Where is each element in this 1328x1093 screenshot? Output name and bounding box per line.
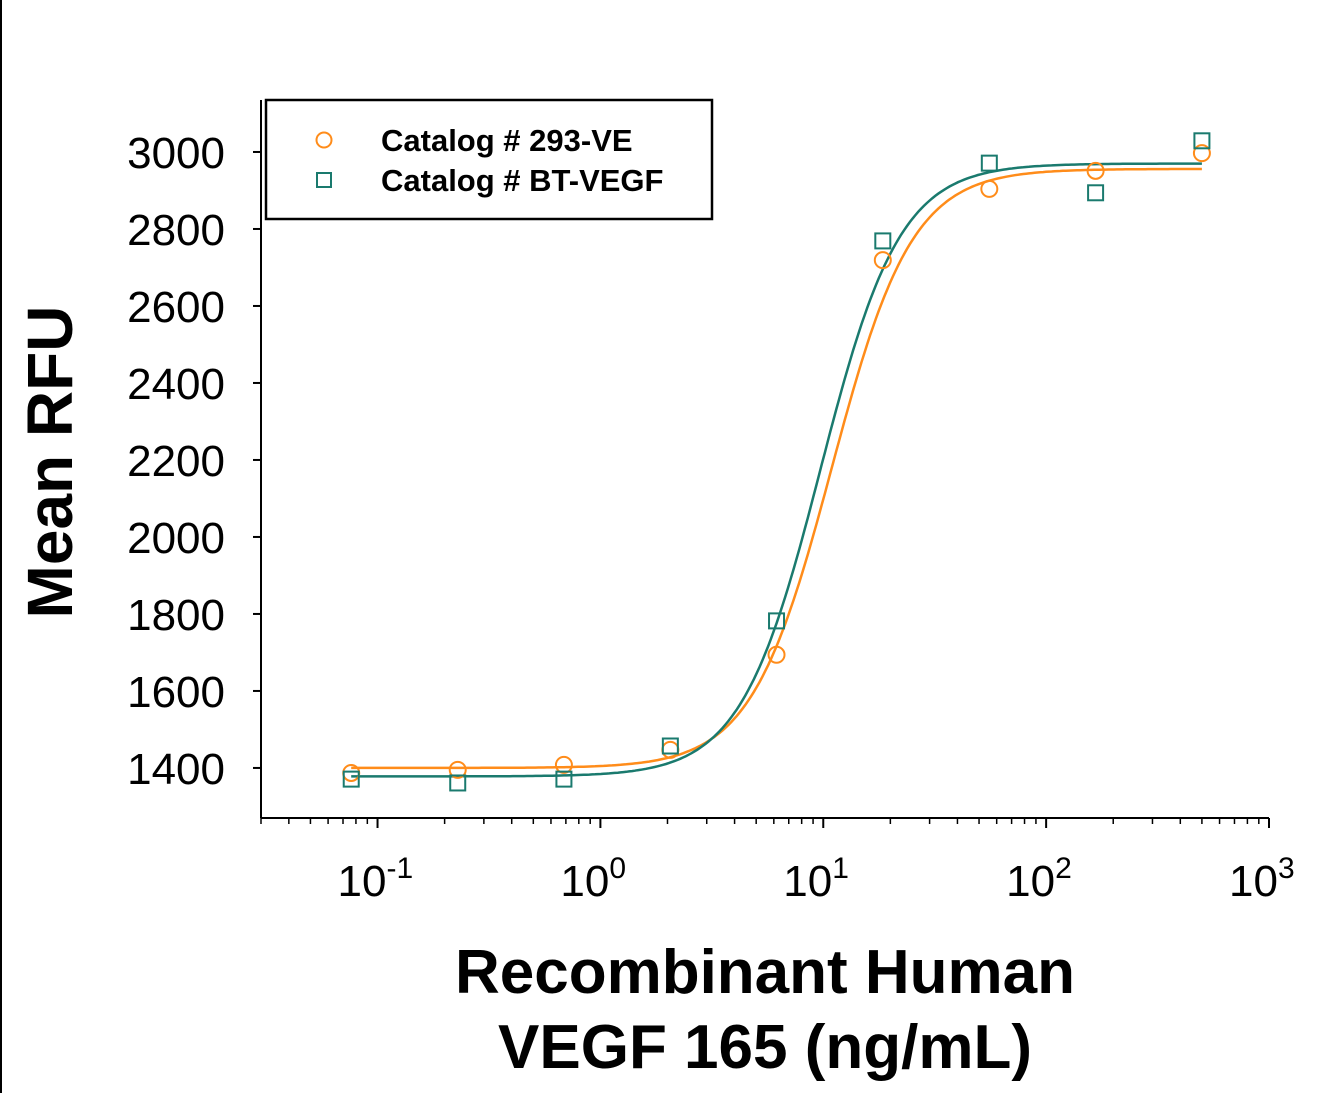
data-point-293-ve: [980, 179, 999, 198]
x-tick-label: 101: [783, 852, 849, 906]
y-tick-label: 2200: [127, 437, 225, 486]
legend-label-293-ve: Catalog # 293-VE: [381, 123, 633, 158]
data-point-293-ve: [448, 760, 467, 779]
y-tick-label: 1800: [127, 591, 225, 640]
x-tick-exponent: 0: [609, 852, 626, 885]
data-point-293-ve: [554, 755, 573, 774]
x-tick-base: 10: [560, 857, 609, 906]
fit-curve-293-ve: [351, 167, 1202, 770]
legend-label-bt-vegf: Catalog # BT-VEGF: [381, 163, 663, 198]
x-tick-label: 103: [1229, 852, 1295, 906]
x-tick-base: 10: [1006, 857, 1055, 906]
data-point-bt-vegf: [1087, 184, 1105, 202]
data-point-293-ve: [1192, 144, 1211, 163]
x-tick-label: 100: [560, 852, 626, 906]
data-point-293-ve: [767, 645, 786, 664]
x-tick-exponent: -1: [386, 852, 413, 885]
legend-square-marker: [316, 172, 332, 188]
data-point-bt-vegf: [1193, 132, 1211, 150]
fit-curve-bt-vegf: [351, 162, 1202, 778]
legend-circle-marker: [315, 131, 333, 149]
y-axis-label: Mean RFU: [14, 306, 86, 619]
x-tick-label: 10-1: [338, 852, 414, 906]
y-tick-label: 1600: [127, 668, 225, 717]
data-point-bt-vegf: [980, 154, 998, 172]
data-point-bt-vegf: [342, 770, 360, 788]
x-tick-exponent: 3: [1278, 852, 1295, 885]
legend: Catalog # 293-VE Catalog # BT-VEGF: [264, 98, 714, 221]
data-point-bt-vegf: [874, 232, 892, 250]
data-point-293-ve: [873, 251, 892, 270]
x-axis-label-line1: Recombinant Human: [455, 938, 1075, 1007]
x-axis-label-line2: VEGF 165 (ng/mL): [498, 1013, 1032, 1082]
y-tick-label: 3000: [127, 129, 225, 178]
data-point-bt-vegf: [661, 737, 679, 755]
x-tick-base: 10: [783, 857, 832, 906]
x-tick-label: 102: [1006, 852, 1072, 906]
y-tick-label: 2000: [127, 514, 225, 563]
x-tick-exponent: 2: [1055, 852, 1072, 885]
y-tick-label: 2400: [127, 360, 225, 409]
data-point-293-ve: [1086, 161, 1105, 180]
x-tick-base: 10: [1229, 857, 1278, 906]
y-tick-label: 2600: [127, 283, 225, 332]
data-point-bt-vegf: [768, 612, 786, 630]
legend-box: [264, 98, 714, 221]
data-point-bt-vegf: [449, 774, 467, 792]
x-tick-base: 10: [338, 857, 387, 906]
y-tick-label: 2800: [127, 206, 225, 255]
data-point-bt-vegf: [555, 770, 573, 788]
x-tick-exponent: 1: [832, 852, 849, 885]
y-tick-label: 1400: [127, 745, 225, 794]
data-point-293-ve: [661, 740, 680, 759]
